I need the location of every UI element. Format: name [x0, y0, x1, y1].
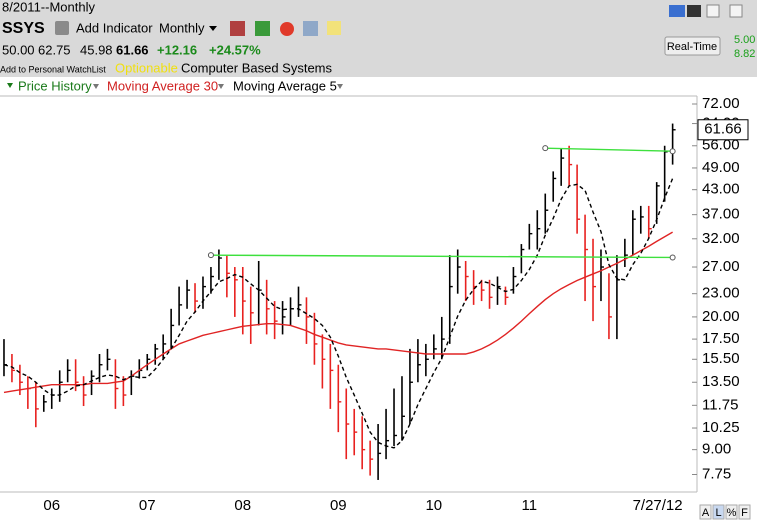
s-button[interactable] [669, 5, 685, 17]
candle-icon[interactable] [255, 21, 270, 36]
quote-open: 50.00 [2, 42, 35, 57]
side-value: 5.00 [734, 34, 755, 46]
corner-buttons: A L% F [699, 504, 751, 520]
quote-change: +12.16 [157, 42, 197, 57]
window-button[interactable] [729, 4, 743, 18]
y-tick-label: 10.25 [702, 419, 740, 436]
alarm-icon[interactable] [280, 22, 294, 36]
y-tick-label: 15.50 [702, 350, 740, 367]
corner-button-label[interactable]: F [741, 507, 748, 519]
corner-button-label[interactable]: A [702, 507, 710, 519]
trendline-handle [542, 145, 549, 152]
realtime-button[interactable] [664, 36, 721, 56]
printer-icon[interactable] [55, 21, 69, 35]
trendline-handle [669, 148, 676, 155]
trendline-handle [669, 254, 676, 261]
optionable: Optionable [115, 60, 178, 75]
y-tick-label: 32.00 [702, 230, 740, 247]
x-tick-label: 08 [234, 497, 251, 514]
y-tick-label: 11.75 [702, 396, 738, 413]
realtime-label[interactable]: Real-Time [667, 41, 717, 53]
save-button[interactable] [706, 4, 720, 18]
trendline [545, 147, 673, 152]
y-tick-label: 37.00 [702, 206, 740, 223]
y-tick-label: 17.50 [702, 330, 740, 347]
y-tick-label: 49.00 [702, 159, 740, 176]
corner-button[interactable] [725, 504, 738, 520]
x-tick-label: 09 [330, 497, 347, 514]
company: Computer Based Systems [181, 60, 333, 75]
y-tick-label: 56.00 [702, 137, 740, 154]
legend-entry[interactable]: Price History [18, 78, 92, 93]
plot: 7.75 9.00 10.25 11.75 13.50 15.50 17.50 20.00 23… [3, 95, 749, 514]
corner-button-label[interactable]: % [727, 507, 737, 519]
moving-average [3, 178, 674, 449]
legend-arrow[interactable] [337, 84, 343, 89]
period[interactable]: 8/2011--Monthly [2, 0, 95, 14]
x-tick-label: 06 [43, 497, 60, 514]
timeframe[interactable]: Monthly [159, 20, 205, 35]
quote-change-pct: +24.57% [209, 42, 261, 57]
corner-button[interactable] [712, 504, 725, 520]
moving-average [3, 231, 673, 394]
y-tick-label: 20.00 [702, 308, 740, 325]
x-tick-label: 10 [425, 497, 442, 514]
legend-entry[interactable]: Moving Average 5 [233, 78, 337, 93]
legend-arrow[interactable] [218, 84, 224, 89]
y-tick-label: 27.00 [702, 258, 740, 275]
y-tick-label: 72.00 [702, 95, 740, 112]
corner-button[interactable] [738, 504, 751, 520]
trendline [210, 254, 673, 259]
symbol: SSYS [2, 20, 45, 37]
corner-button-label[interactable]: L [715, 507, 721, 519]
legend-arrow[interactable] [7, 83, 13, 88]
t-button[interactable] [687, 5, 701, 17]
x-tick-label: 07 [139, 497, 156, 514]
quote-high: 62.75 [38, 42, 71, 57]
x-tick-label: 11 [522, 497, 538, 514]
last-price-label: 61.66 [704, 121, 742, 138]
y-tick-label: 23.00 [702, 285, 740, 302]
y-tick-label: 9.00 [702, 441, 731, 458]
watchlist[interactable]: Add to Personal WatchList [0, 64, 106, 74]
y-tick-label: 7.75 [702, 465, 731, 482]
legend-arrow[interactable] [93, 84, 99, 89]
note-icon[interactable] [327, 21, 341, 35]
quote-low: 45.98 [80, 42, 113, 57]
y-tick-label: 43.00 [702, 181, 740, 198]
corner-button[interactable] [699, 504, 712, 520]
trendline-handle [207, 252, 214, 259]
last-price-box [697, 119, 749, 141]
legend-entry[interactable]: Moving Average 30 [107, 78, 218, 93]
side-value: 8.82 [734, 48, 755, 60]
add-indicator[interactable]: Add Indicator [76, 20, 153, 35]
tool-icon[interactable] [230, 21, 245, 36]
x-tick-label: 7/27/12 [633, 497, 683, 514]
quote-last: 61.66 [116, 42, 149, 57]
grid-icon[interactable] [303, 21, 318, 36]
y-tick-label: 13.50 [702, 373, 740, 390]
header-bg [0, 0, 757, 77]
dropdown-arrow[interactable] [209, 26, 217, 31]
